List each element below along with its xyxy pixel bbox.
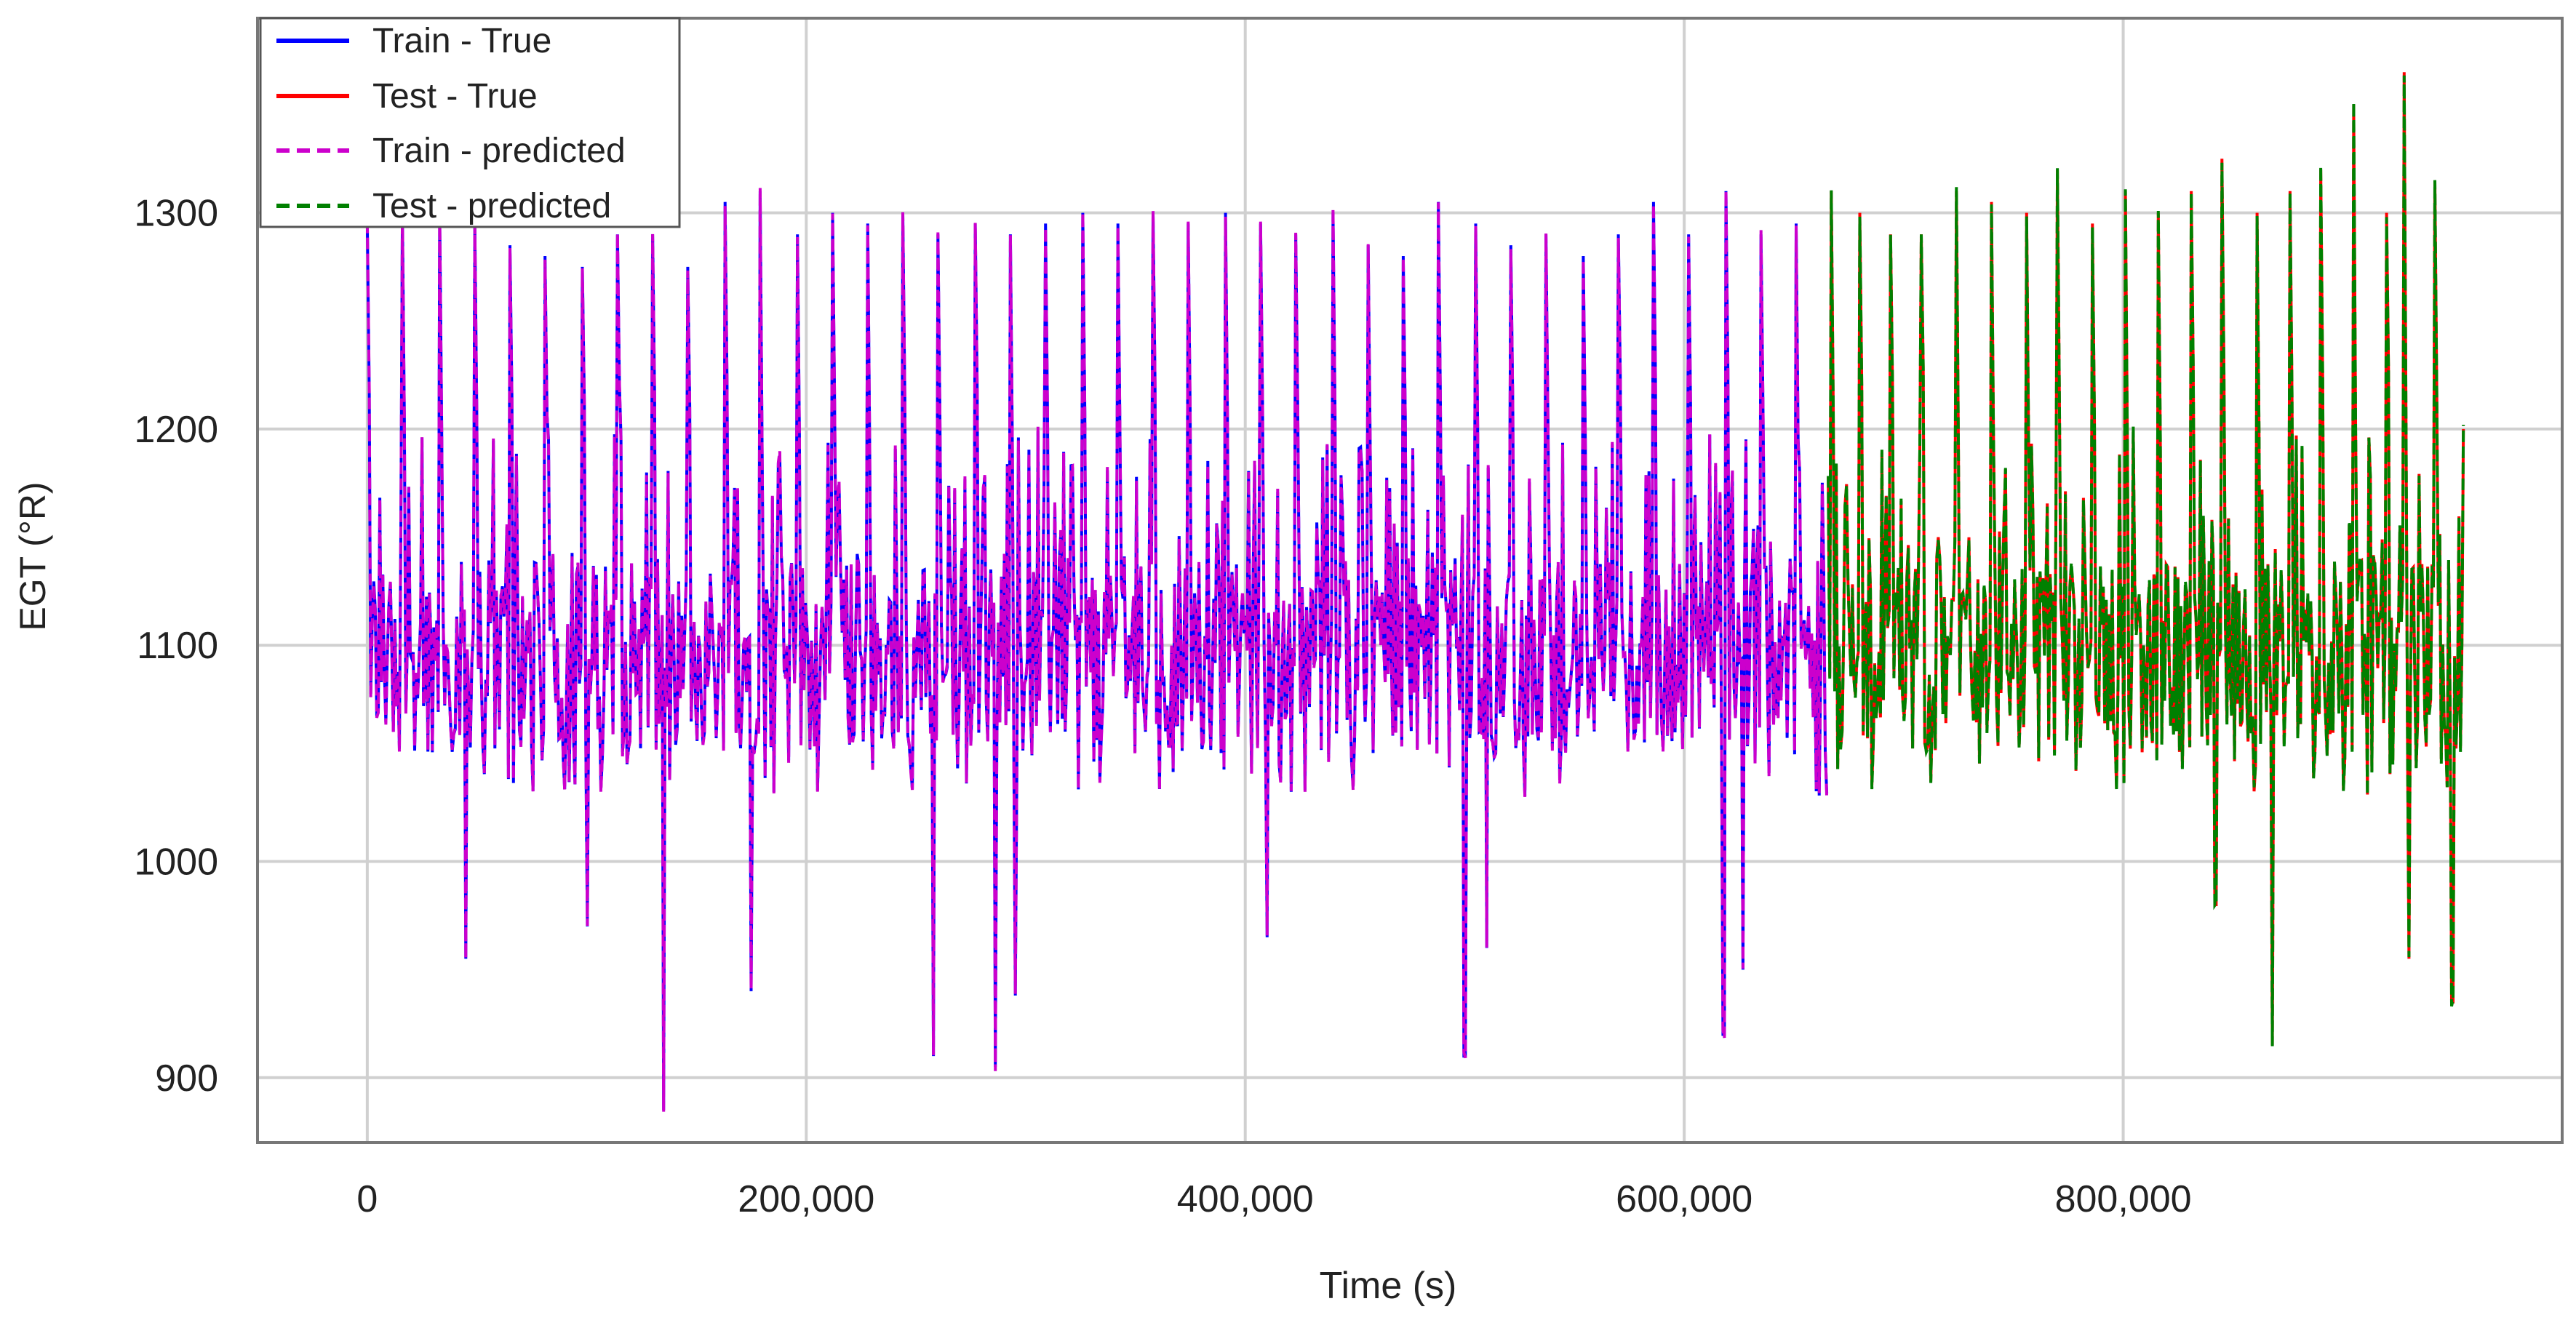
tick-layer: 0 200,000 400,000 600,000 800,000 900 1000 1100… [134, 193, 2191, 1220]
legend-entry-test-true: Test - True [276, 77, 538, 116]
x-tick-label: 800,000 [2055, 1178, 2192, 1220]
x-tick-label: 600,000 [1616, 1178, 1752, 1220]
x-axis-label: Time (s) [1320, 1265, 1457, 1307]
legend-box [259, 17, 681, 228]
data-layer [365, 72, 2465, 1112]
legend-label-test-predicted: Test - predicted [372, 187, 611, 225]
y-tick-label: 1100 [137, 625, 218, 667]
series-train-predicted [365, 188, 1829, 1112]
y-tick-label: 900 [155, 1057, 218, 1100]
legend-label-train-true: Train - True [372, 22, 551, 60]
legend-label-train-predicted: Train - predicted [372, 132, 626, 170]
x-tick-label: 400,000 [1177, 1178, 1314, 1220]
y-tick-label: 1000 [134, 841, 218, 884]
plot-frame [256, 17, 2564, 1144]
x-tick-label: 200,000 [738, 1178, 874, 1220]
legend: Train - True Test - True Train - predict… [259, 17, 681, 228]
series-test-predicted [1827, 75, 2465, 1047]
legend-entry-train-true: Train - True [276, 22, 551, 60]
legend-label-test-true: Test - True [372, 77, 538, 116]
x-tick-label: 0 [356, 1178, 378, 1220]
legend-entry-test-predicted: Test - predicted [276, 187, 611, 225]
y-tick-label: 1300 [134, 193, 218, 235]
y-axis-label: EGT (°R) [12, 481, 53, 631]
legend-entry-train-predicted: Train - predicted [276, 132, 626, 170]
y-tick-label: 1200 [134, 409, 218, 451]
